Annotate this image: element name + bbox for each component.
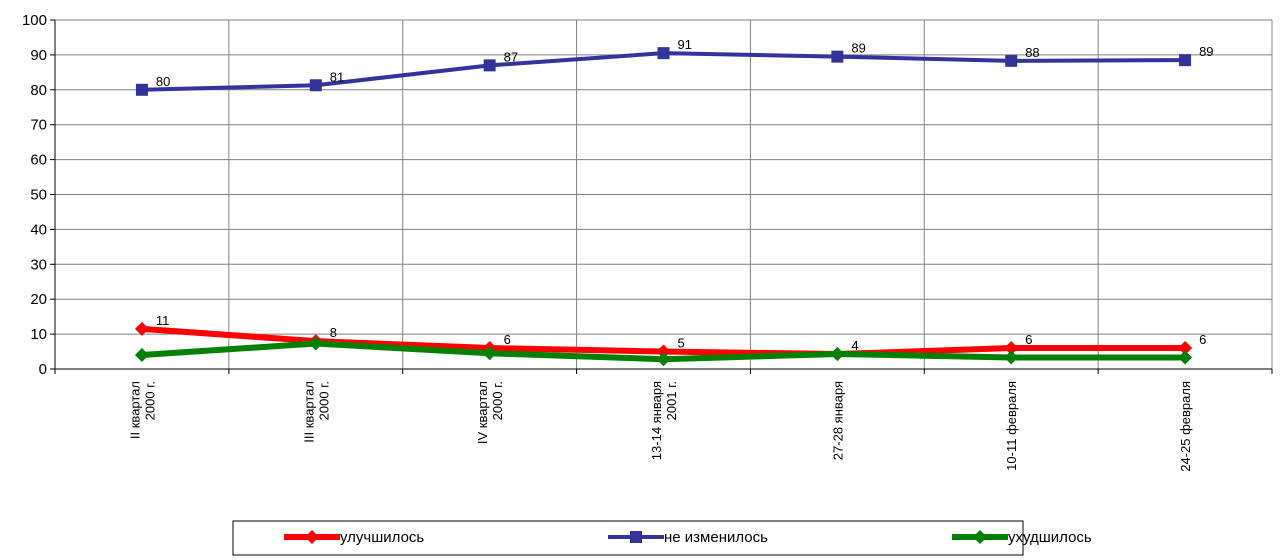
legend-label: улучшилось [340, 529, 424, 546]
marker-diamond [973, 530, 987, 544]
y-tick-label: 60 [30, 152, 47, 169]
data-label: 6 [1199, 332, 1206, 347]
marker-diamond [134, 348, 149, 363]
marker-diamond [1004, 350, 1019, 365]
x-category-label: 2000 г. [490, 381, 505, 420]
y-tick-label: 80 [30, 82, 47, 99]
x-category-label: III квартал [301, 381, 316, 443]
marker-diamond [656, 352, 671, 367]
marker-square [657, 47, 670, 60]
data-label: 6 [504, 332, 511, 347]
y-tick-label: 0 [39, 361, 47, 378]
data-label: 81 [330, 69, 344, 84]
legend: улучшилось не изменилось ухудшилось [232, 520, 1092, 556]
data-label: 88 [1025, 45, 1039, 60]
y-tick-label: 40 [30, 221, 47, 238]
x-category-label: 2000 г. [316, 381, 331, 420]
marker-square [483, 59, 496, 72]
data-label: 5 [678, 336, 685, 351]
x-category-label: 2000 г. [142, 381, 157, 420]
x-category-label: 2001 г. [664, 381, 679, 420]
legend-label: не изменилось [664, 529, 768, 546]
data-label: 80 [156, 74, 170, 89]
data-label: 11 [156, 313, 170, 328]
y-tick-label: 70 [30, 117, 47, 134]
data-label: 89 [1199, 44, 1213, 59]
data-label: 4 [851, 338, 858, 353]
data-label: 91 [678, 37, 692, 52]
marker-diamond [656, 344, 671, 359]
marker-diamond [134, 321, 149, 336]
marker-square [630, 531, 642, 543]
y-tick-label: 90 [30, 47, 47, 64]
marker-diamond [308, 336, 323, 351]
y-tick-label: 100 [22, 12, 47, 29]
marker-diamond [305, 530, 319, 544]
x-category-label: II квартал [127, 381, 142, 439]
marker-square [1005, 54, 1018, 67]
x-category-label: IV квартал [475, 381, 490, 444]
data-label: 89 [851, 41, 865, 56]
x-category-label: 24-25 февраля [1178, 381, 1193, 472]
y-tick-label: 50 [30, 187, 47, 204]
y-tick-label: 10 [30, 326, 47, 343]
data-label: 6 [1025, 332, 1032, 347]
marker-square [309, 79, 322, 92]
marker-square [1179, 54, 1192, 67]
marker-diamond [1004, 341, 1019, 356]
series [134, 47, 1193, 367]
marker-diamond [1178, 350, 1193, 365]
y-tick-label: 30 [30, 256, 47, 273]
x-category-label: 13-14 января [649, 381, 664, 460]
data-labels: 11 8 6 5 4 6 6 80 81 87 91 89 88 89 [156, 37, 1214, 353]
marker-square [831, 50, 844, 63]
data-label: 8 [330, 325, 337, 340]
y-tick-label: 20 [30, 291, 47, 308]
legend-label: ухудшилось [1008, 529, 1092, 546]
marker-diamond [1178, 341, 1193, 356]
data-label: 87 [504, 49, 518, 64]
x-category-label: 27-28 января [830, 381, 845, 460]
grid [55, 19, 1273, 369]
x-category-label: 10-11 февраля [1004, 381, 1019, 471]
marker-square [135, 83, 148, 96]
marker-diamond [482, 346, 497, 361]
marker-diamond [830, 346, 845, 361]
